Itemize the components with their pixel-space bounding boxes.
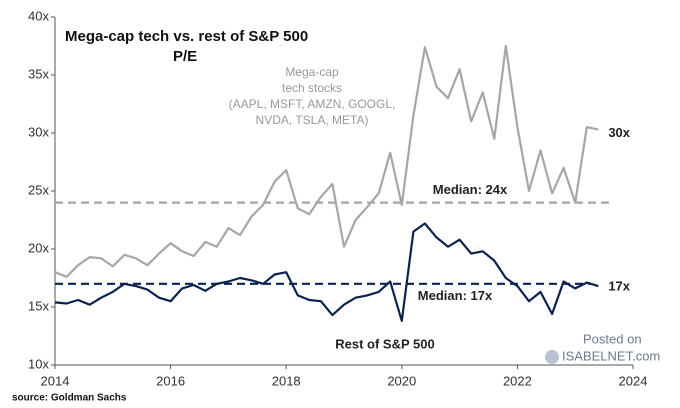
x-tick-label: 2024 — [619, 373, 648, 388]
series-annotation: Mega-cap — [285, 65, 339, 79]
series-line — [54, 44, 599, 278]
series-annotation: NVDA, TSLA, META) — [256, 113, 369, 127]
chart-subtitle: P/E — [173, 48, 197, 65]
y-tick-label: 40x — [28, 8, 49, 23]
x-tick-label: 2020 — [387, 373, 416, 388]
series-annotation: Rest of S&P 500 — [335, 336, 434, 351]
median-label: Median: 17x — [418, 288, 493, 303]
series-line — [54, 222, 599, 322]
y-tick-label: 15x — [28, 298, 49, 313]
watermark: Posted on — [583, 331, 642, 346]
end-label: 30x — [608, 125, 630, 140]
y-tick-label: 20x — [28, 240, 49, 255]
watermark-icon — [545, 350, 559, 364]
x-tick-label: 2022 — [503, 373, 532, 388]
watermark: ISABELNET.com — [562, 348, 660, 363]
median-label: Median: 24x — [433, 182, 508, 197]
y-tick-label: 10x — [28, 356, 49, 371]
y-tick-label: 25x — [28, 182, 49, 197]
x-tick-label: 2014 — [41, 373, 70, 388]
x-tick-label: 2016 — [156, 373, 185, 388]
series-annotation: (AAPL, MSFT, AMZN, GOOGL, — [229, 97, 396, 111]
y-tick-label: 30x — [28, 124, 49, 139]
y-tick-label: 35x — [28, 66, 49, 81]
end-label: 17x — [608, 279, 630, 294]
source: source: Goldman Sachs — [12, 393, 127, 404]
x-tick-label: 2018 — [272, 373, 301, 388]
chart-title: Mega-cap tech vs. rest of S&P 500 — [65, 28, 308, 45]
series-annotation: tech stocks — [282, 81, 342, 95]
